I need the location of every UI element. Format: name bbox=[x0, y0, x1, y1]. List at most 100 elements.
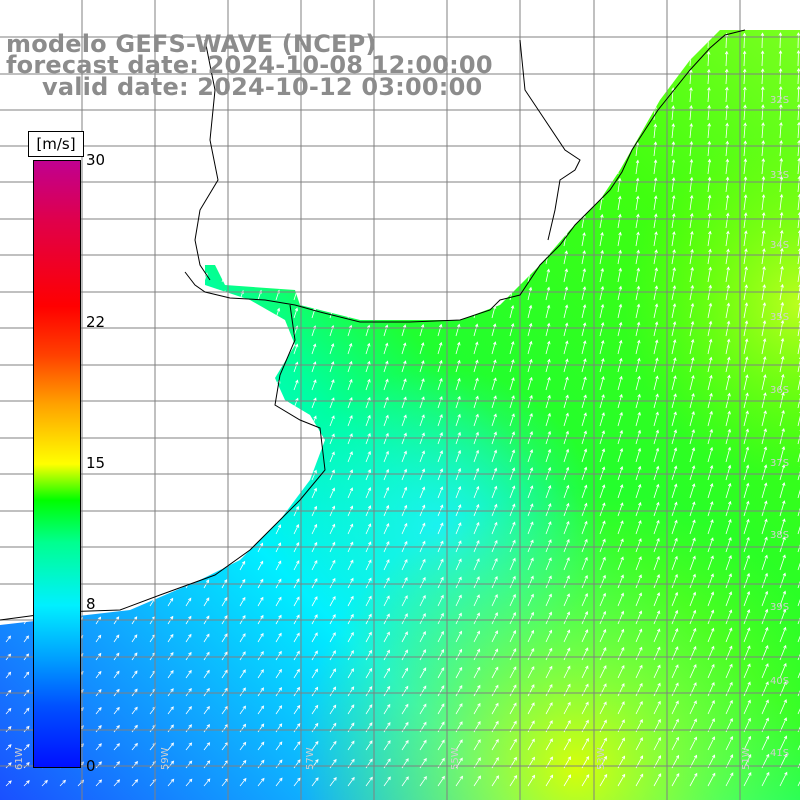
wind-arrow bbox=[689, 645, 697, 661]
wind-arrow bbox=[653, 682, 661, 697]
wind-arrow bbox=[761, 464, 768, 481]
wind-arrow bbox=[563, 394, 569, 409]
wind-arrow bbox=[329, 451, 335, 463]
wind-arrow bbox=[437, 667, 445, 679]
wind-arrow bbox=[761, 176, 766, 193]
wind-arrow bbox=[563, 629, 571, 643]
wind-arrow bbox=[293, 524, 300, 535]
wind-arrow bbox=[419, 739, 427, 751]
wind-arrow bbox=[329, 289, 335, 301]
wind-arrow bbox=[491, 684, 499, 697]
wind-arrow bbox=[653, 267, 658, 283]
wind-arrow bbox=[761, 735, 770, 751]
wind-arrow bbox=[509, 232, 514, 247]
wind-arrow bbox=[365, 288, 371, 301]
wind-arrow bbox=[5, 274, 10, 283]
wind-arrow bbox=[707, 428, 713, 445]
coastline bbox=[184, 29, 746, 323]
wind-arrow bbox=[167, 218, 172, 229]
wind-arrow bbox=[491, 630, 498, 643]
wind-arrow bbox=[347, 270, 352, 283]
wind-arrow bbox=[365, 577, 372, 589]
wind-arrow bbox=[95, 598, 102, 607]
wind-arrow bbox=[23, 166, 28, 175]
wind-arrow bbox=[455, 775, 463, 787]
wind-arrow bbox=[491, 30, 495, 31]
wind-arrow bbox=[383, 180, 388, 193]
wind-arrow bbox=[437, 287, 443, 301]
wind-arrow bbox=[113, 30, 117, 31]
valid-date: valid date: 2024-10-12 03:00:00 bbox=[42, 73, 483, 101]
wind-arrow bbox=[293, 235, 298, 247]
wind-arrow bbox=[581, 538, 588, 553]
wind-arrow bbox=[743, 122, 747, 139]
wind-arrow bbox=[617, 628, 625, 643]
wind-arrow bbox=[203, 416, 209, 427]
wind-arrow bbox=[5, 346, 10, 355]
wind-arrow bbox=[383, 559, 390, 571]
wind-arrow bbox=[257, 687, 264, 697]
wind-arrow bbox=[257, 560, 264, 571]
wind-arrow bbox=[185, 561, 192, 571]
wind-arrow bbox=[599, 213, 604, 229]
wind-arrow bbox=[293, 632, 300, 643]
wind-arrow bbox=[221, 597, 228, 607]
wind-arrow bbox=[653, 555, 660, 571]
wind-arrow bbox=[509, 575, 516, 589]
wind-arrow bbox=[113, 706, 120, 715]
wind-arrow bbox=[635, 177, 640, 193]
wind-arrow bbox=[329, 740, 337, 751]
wind-arrow bbox=[455, 341, 461, 355]
wind-arrow bbox=[131, 760, 139, 769]
wind-arrow bbox=[761, 212, 766, 229]
wind-arrow bbox=[545, 286, 551, 301]
wind-arrow bbox=[581, 322, 587, 337]
wind-arrow bbox=[509, 630, 516, 643]
wind-arrow bbox=[131, 634, 138, 643]
wind-arrow bbox=[329, 777, 337, 787]
wind-arrow bbox=[203, 452, 209, 463]
wind-arrow bbox=[599, 159, 604, 175]
wind-arrow bbox=[689, 266, 694, 283]
wind-arrow bbox=[545, 629, 553, 643]
wind-arrow bbox=[221, 182, 226, 193]
wind-arrow bbox=[383, 270, 389, 283]
wind-arrow bbox=[77, 111, 82, 121]
wind-arrow bbox=[113, 381, 119, 391]
wind-arrow bbox=[743, 302, 749, 319]
wind-arrow bbox=[725, 302, 731, 319]
wind-arrow bbox=[131, 183, 136, 193]
wind-arrow bbox=[527, 52, 531, 67]
wind-arrow bbox=[365, 270, 370, 283]
wind-arrow bbox=[293, 433, 299, 445]
wind-arrow bbox=[437, 648, 444, 661]
wind-arrow bbox=[239, 741, 247, 751]
wind-arrow bbox=[185, 182, 190, 193]
wind-arrow bbox=[527, 629, 535, 643]
wind-arrow bbox=[742, 32, 747, 49]
wind-arrow bbox=[545, 647, 553, 661]
wind-arrow bbox=[311, 199, 316, 211]
wind-arrow bbox=[95, 526, 101, 535]
wind-arrow bbox=[491, 161, 496, 175]
wind-arrow bbox=[167, 471, 173, 481]
wind-arrow bbox=[743, 591, 751, 607]
wind-arrow bbox=[455, 666, 463, 679]
wind-arrow bbox=[581, 286, 587, 301]
wind-arrow bbox=[725, 374, 731, 391]
wind-arrow bbox=[707, 68, 711, 85]
wind-arrow bbox=[689, 230, 694, 247]
wind-arrow bbox=[5, 780, 12, 787]
wind-arrow bbox=[23, 490, 29, 499]
wind-arrow bbox=[131, 561, 137, 571]
wind-arrow bbox=[131, 543, 137, 553]
wind-arrow bbox=[527, 34, 531, 49]
wind-arrow bbox=[167, 453, 173, 463]
wind-arrow bbox=[293, 469, 299, 481]
wind-arrow bbox=[563, 520, 570, 535]
wind-arrow bbox=[365, 667, 373, 679]
wind-arrow bbox=[689, 501, 696, 517]
wind-arrow bbox=[725, 212, 730, 229]
wind-arrow bbox=[329, 397, 335, 409]
